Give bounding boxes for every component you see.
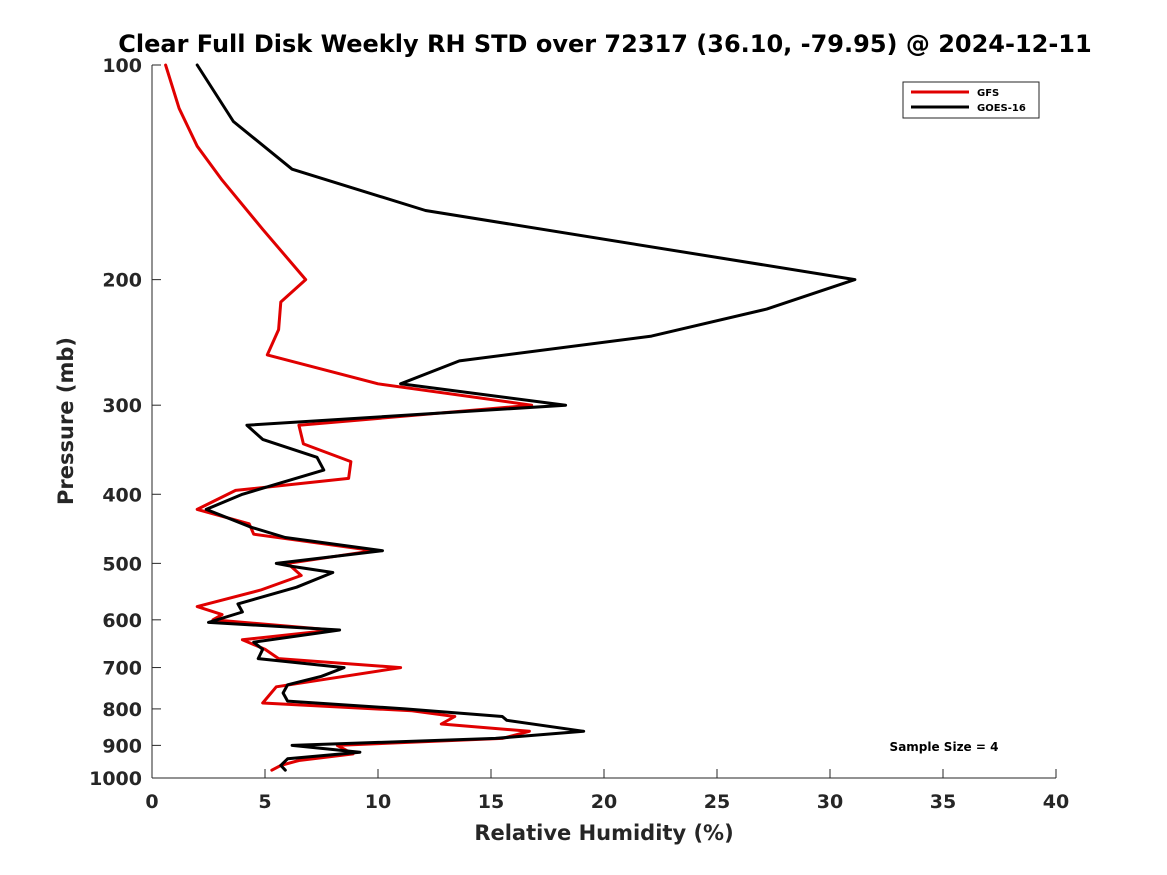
- plot-area: [164, 63, 857, 772]
- axes: 0 5 10 15 20 25 30 35 40 100 200 300 400 500 600 700 800…: [89, 55, 1069, 813]
- y-tick-label: 600: [102, 610, 142, 632]
- sample-size-annotation: Sample Size = 4: [890, 740, 999, 754]
- x-tick-label: 30: [817, 791, 843, 813]
- y-tick-label: 300: [102, 395, 142, 417]
- x-tick-label: 35: [930, 791, 956, 813]
- x-tick-label: 40: [1043, 791, 1069, 813]
- y-tick-label: 400: [102, 484, 142, 506]
- y-tick-label: 800: [102, 699, 142, 721]
- series-line-gfs: [164, 63, 534, 772]
- x-tick-label: 25: [704, 791, 730, 813]
- legend: GFS GOES-16: [902, 81, 1040, 119]
- y-tick-label: 200: [102, 270, 142, 292]
- x-tick-label: 10: [365, 791, 391, 813]
- series-line-goes-16: [195, 63, 857, 772]
- x-tick-label: 5: [258, 791, 271, 813]
- x-tick-label: 20: [591, 791, 617, 813]
- y-tick-label: 1000: [89, 768, 142, 790]
- y-tick-label: 900: [102, 735, 142, 757]
- x-tick-label: 15: [478, 791, 504, 813]
- y-axis-label: Pressure (mb): [54, 337, 78, 505]
- x-tick-label: 0: [145, 791, 158, 813]
- x-axis-label: Relative Humidity (%): [474, 821, 733, 845]
- y-tick-label: 700: [102, 658, 142, 680]
- legend-box: [902, 81, 1040, 119]
- chart-title: Clear Full Disk Weekly RH STD over 72317…: [118, 30, 1091, 58]
- legend-label: GOES-16: [977, 103, 1026, 114]
- legend-label: GFS: [977, 88, 999, 99]
- y-tick-label: 500: [102, 553, 142, 575]
- y-tick-label: 100: [102, 55, 142, 77]
